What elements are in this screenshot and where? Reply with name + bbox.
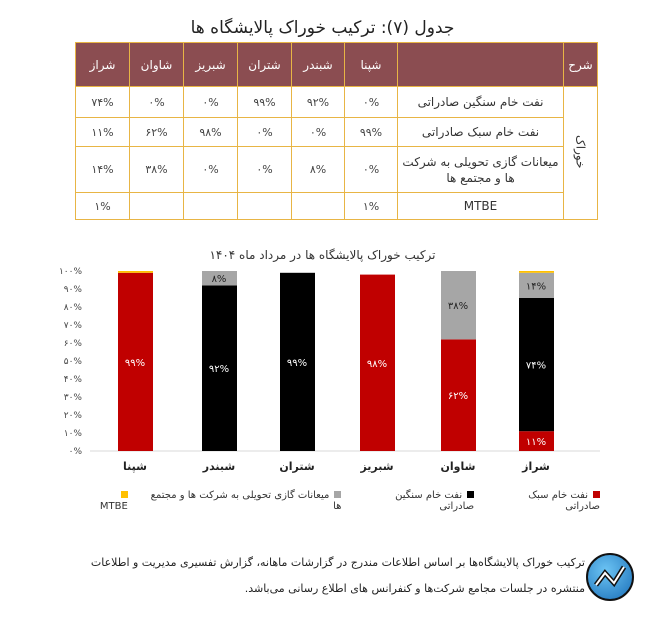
bar-data-label: ۱۱% bbox=[526, 437, 546, 448]
footer-line-1: ترکیب خوراک پالایشگاه‌ها بر اساس اطلاعات… bbox=[90, 556, 585, 569]
bar-data-label: ۹۹% bbox=[125, 358, 145, 369]
table-header-row: شرح شپنا شبندر شتران شبریز شاوان شراز bbox=[75, 42, 598, 87]
legend-swatch-icon bbox=[334, 491, 342, 498]
table-cell bbox=[291, 192, 345, 220]
y-tick-label: ۴۰% bbox=[64, 375, 83, 385]
legend-label: نفت خام سبک صادراتی bbox=[528, 490, 600, 512]
y-tick-label: ۳۰% bbox=[64, 393, 83, 403]
legend-item: نفت خام سنگین صادراتی bbox=[363, 490, 475, 512]
bar-segment bbox=[118, 271, 153, 273]
bar-segment bbox=[519, 271, 554, 273]
table-cell: ۹۹% bbox=[237, 86, 292, 118]
bar-segment bbox=[519, 431, 554, 451]
chart-title: ترکیب خوراک پالایشگاه ها در مرداد ماه ۱۴… bbox=[209, 248, 436, 262]
y-tick-label: ۱۰۰% bbox=[59, 267, 83, 277]
table-cell: ۰% bbox=[344, 146, 398, 193]
row-label: نفت خام سبک صادراتی bbox=[397, 117, 564, 147]
table-cell: ۹۸% bbox=[183, 117, 238, 147]
header-col: شتران bbox=[237, 42, 292, 87]
table-cell bbox=[183, 192, 238, 220]
legend-item: MTBE bbox=[90, 490, 128, 512]
table-row: خوراک نفت خام سنگین صادراتی ۰% ۹۲% ۹۹% ۰% ۰% ۷۴… bbox=[75, 86, 598, 220]
legend-swatch-icon bbox=[467, 491, 475, 498]
legend-label: MTBE bbox=[99, 501, 128, 512]
header-col: شپنا bbox=[344, 42, 398, 87]
bar-segment bbox=[202, 285, 237, 451]
x-tick-label: شراز bbox=[521, 460, 550, 473]
table-cell: ۹۲% bbox=[291, 86, 345, 118]
y-tick-label: ۵۰% bbox=[64, 357, 83, 367]
bar-data-label: ۱۴% bbox=[526, 281, 546, 292]
table-row: MTBE ۱% ۱% bbox=[75, 192, 598, 220]
legend-label: میعانات گازی تحویلی به شرکت ها و مجتمع ه… bbox=[150, 490, 342, 512]
legend-swatch-icon bbox=[593, 491, 600, 498]
header-col: شبریز bbox=[183, 42, 238, 87]
bar-segment bbox=[202, 271, 237, 286]
header-col: شاوان bbox=[129, 42, 184, 87]
header-sharh: شرح bbox=[563, 42, 598, 87]
row-label: نفت خام سنگین صادراتی bbox=[397, 86, 564, 118]
x-tick-label: شپنا bbox=[123, 460, 147, 473]
bar-segment bbox=[360, 274, 395, 451]
table-cell bbox=[237, 192, 292, 220]
y-tick-label: ۶۰% bbox=[64, 339, 83, 349]
bar-segment bbox=[118, 272, 153, 451]
x-tick-label: شتران bbox=[279, 460, 314, 473]
table-cell bbox=[129, 192, 184, 220]
feed-table: شرح شپنا شبندر شتران شبریز شاوان شراز خو… bbox=[75, 42, 598, 220]
bar-data-label: ۸% bbox=[212, 274, 227, 285]
footer-line-2: منتشره در جلسات مجامع شرکت‌ها و کنفرانس … bbox=[244, 582, 585, 595]
x-tick-label: شاوان bbox=[441, 460, 476, 473]
bar-data-label: ۷۴% bbox=[526, 361, 546, 372]
row-label: MTBE bbox=[397, 192, 564, 220]
group-cell: خوراک bbox=[563, 86, 598, 220]
bar-segment bbox=[441, 271, 476, 340]
bar-segment bbox=[441, 339, 476, 451]
group-label: خوراک bbox=[573, 134, 588, 169]
table-cell: ۱% bbox=[344, 192, 398, 220]
y-tick-label: ۹۰% bbox=[64, 285, 83, 295]
table-cell: ۱% bbox=[75, 192, 130, 220]
bar-data-label: ۳۸% bbox=[448, 301, 468, 312]
bar-data-label: ۶۲% bbox=[448, 391, 468, 402]
legend-label: نفت خام سنگین صادراتی bbox=[395, 490, 475, 512]
y-tick-label: ۱۰% bbox=[64, 429, 83, 439]
legend-item: میعانات گازی تحویلی به شرکت ها و مجتمع ه… bbox=[150, 490, 342, 512]
bar-data-label: ۹۲% bbox=[209, 364, 229, 375]
trend-logo-icon bbox=[586, 553, 634, 601]
x-tick-label: شبریز bbox=[359, 460, 393, 473]
table-cell: ۰% bbox=[344, 86, 398, 118]
row-label: میعانات گازی تحویلی به شرکت ها و مجتمع ه… bbox=[397, 146, 564, 193]
chart-legend: نفت خام سبک صادراتی نفت خام سنگین صادراتی… bbox=[90, 490, 600, 512]
header-col: شراز bbox=[75, 42, 130, 87]
legend-item: نفت خام سبک صادراتی bbox=[496, 490, 600, 512]
table-cell: ۳۸% bbox=[129, 146, 184, 193]
y-tick-label: ۰% bbox=[69, 447, 83, 457]
legend-swatch-icon bbox=[120, 491, 128, 498]
bar-segment bbox=[519, 298, 554, 432]
table-cell: ۰% bbox=[183, 86, 238, 118]
table-cell: ۸% bbox=[291, 146, 345, 193]
bar-segment bbox=[519, 272, 554, 298]
x-tick-label: شبندر bbox=[202, 460, 235, 473]
table-cell: ۹۹% bbox=[344, 117, 398, 147]
y-tick-label: ۲۰% bbox=[64, 411, 83, 421]
table-cell: ۷۴% bbox=[75, 86, 130, 118]
table-row: میعانات گازی تحویلی به شرکت ها و مجتمع ه… bbox=[75, 146, 598, 193]
y-tick-label: ۷۰% bbox=[64, 321, 83, 331]
y-tick-label: ۸۰% bbox=[64, 303, 83, 313]
bar-segment bbox=[280, 272, 315, 451]
header-col: شبندر bbox=[291, 42, 345, 87]
bar-data-label: ۹۹% bbox=[287, 358, 307, 369]
bar-data-label: ۹۸% bbox=[367, 359, 387, 370]
table-title: جدول (۷): ترکیب خوراک پالایشگاه ها bbox=[190, 18, 455, 38]
table-cell: ۱۱% bbox=[75, 117, 130, 147]
